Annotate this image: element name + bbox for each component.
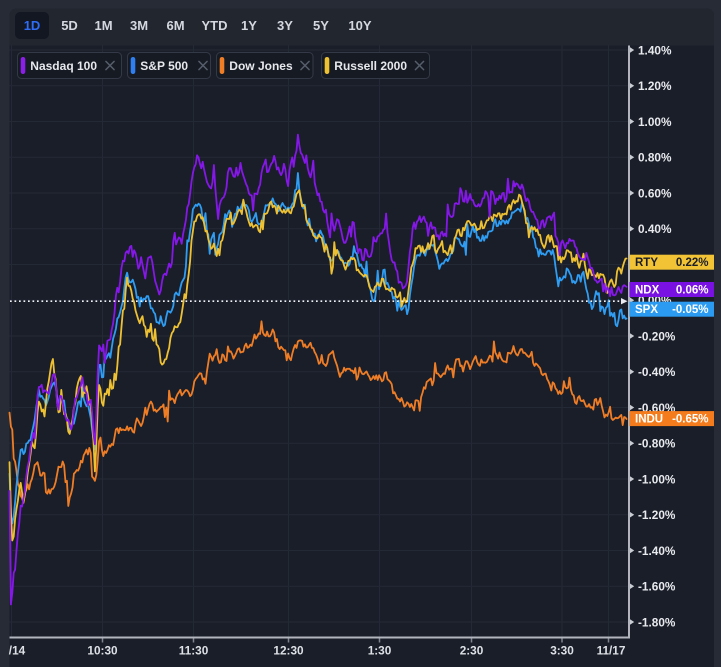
svg-text:Nasdaq 100: Nasdaq 100 — [30, 59, 97, 73]
svg-text:5Y: 5Y — [313, 18, 329, 33]
svg-text:-1.80%: -1.80% — [638, 615, 676, 629]
svg-text:11:30: 11:30 — [179, 644, 209, 658]
svg-text:-1.40%: -1.40% — [638, 544, 676, 558]
svg-text:NDX: NDX — [635, 285, 660, 297]
svg-text:0.80%: 0.80% — [638, 151, 672, 165]
svg-text:5D: 5D — [61, 18, 78, 33]
svg-text:1.40%: 1.40% — [638, 43, 672, 57]
svg-text:11/17: 11/17 — [597, 644, 626, 658]
svg-text:YTD: YTD — [202, 18, 228, 33]
svg-text:-0.65%: -0.65% — [672, 414, 708, 426]
svg-text:-0.80%: -0.80% — [638, 437, 676, 451]
svg-text:-1.20%: -1.20% — [638, 508, 676, 522]
svg-text:10:30: 10:30 — [87, 644, 118, 658]
svg-text:12:30: 12:30 — [273, 644, 304, 658]
svg-text:Russell 2000: Russell 2000 — [334, 59, 407, 73]
svg-text:/14: /14 — [9, 644, 26, 658]
svg-text:1.00%: 1.00% — [638, 115, 672, 129]
svg-text:-0.40%: -0.40% — [638, 365, 676, 379]
svg-text:RTY: RTY — [635, 257, 658, 269]
svg-text:3Y: 3Y — [277, 18, 293, 33]
svg-text:1:30: 1:30 — [368, 644, 392, 658]
svg-text:2:30: 2:30 — [460, 644, 484, 658]
svg-text:10Y: 10Y — [348, 18, 371, 33]
svg-text:-1.60%: -1.60% — [638, 580, 676, 594]
svg-text:0.60%: 0.60% — [638, 186, 672, 200]
svg-text:0.22%: 0.22% — [676, 257, 709, 269]
svg-text:Dow Jones: Dow Jones — [229, 59, 293, 73]
svg-text:INDU: INDU — [635, 414, 663, 426]
svg-text:-1.00%: -1.00% — [638, 472, 676, 486]
svg-text:-0.05%: -0.05% — [672, 304, 708, 316]
svg-text:3:30: 3:30 — [550, 644, 574, 658]
svg-text:0.06%: 0.06% — [676, 285, 709, 297]
svg-text:3M: 3M — [130, 18, 148, 33]
svg-text:6M: 6M — [166, 18, 184, 33]
svg-text:-0.20%: -0.20% — [638, 329, 676, 343]
svg-text:1M: 1M — [94, 18, 112, 33]
svg-text:SPX: SPX — [635, 304, 658, 316]
svg-text:1D: 1D — [24, 18, 41, 33]
svg-text:1.20%: 1.20% — [638, 79, 672, 93]
svg-text:1Y: 1Y — [241, 18, 257, 33]
svg-text:S&P 500: S&P 500 — [140, 59, 188, 73]
svg-text:0.40%: 0.40% — [638, 222, 672, 236]
